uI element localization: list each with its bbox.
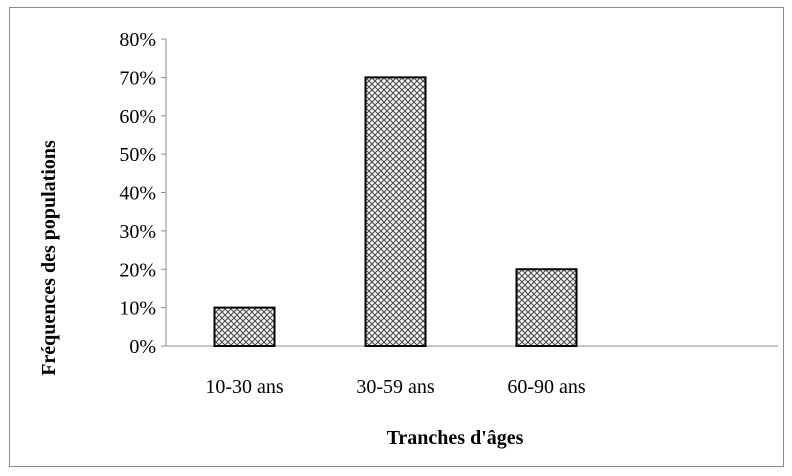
x-tick-label: 30-59 ans: [356, 376, 435, 398]
y-axis-title: Fréquences des populations: [38, 140, 60, 376]
y-tick-label: 40%: [119, 183, 156, 205]
y-tick-label: 50%: [119, 144, 156, 166]
bar-60-90-ans: [515, 268, 578, 347]
x-tick-label: 60-90 ans: [507, 376, 586, 398]
x-axis-title: Tranches d'âges: [387, 427, 524, 449]
y-tick-label: 80%: [119, 29, 156, 51]
x-tick-label: 10-30 ans: [205, 376, 284, 398]
y-tick-label: 30%: [119, 221, 156, 243]
bars: [213, 76, 578, 347]
y-tick-label: 20%: [119, 259, 156, 281]
bar-30-59-ans: [364, 76, 427, 347]
bar-10-30-ans: [213, 306, 276, 347]
y-tick-label: 10%: [119, 298, 156, 320]
x-axis: 10-30 ans 30-59 ans 60-90 ans: [166, 345, 778, 398]
y-tick-label: 70%: [119, 67, 156, 89]
y-tick-label: 60%: [119, 106, 156, 128]
y-tick-label: 0%: [129, 336, 156, 358]
y-axis: 0% 10% 20% 30% 40% 50% 60% 70% 80%: [119, 29, 167, 358]
